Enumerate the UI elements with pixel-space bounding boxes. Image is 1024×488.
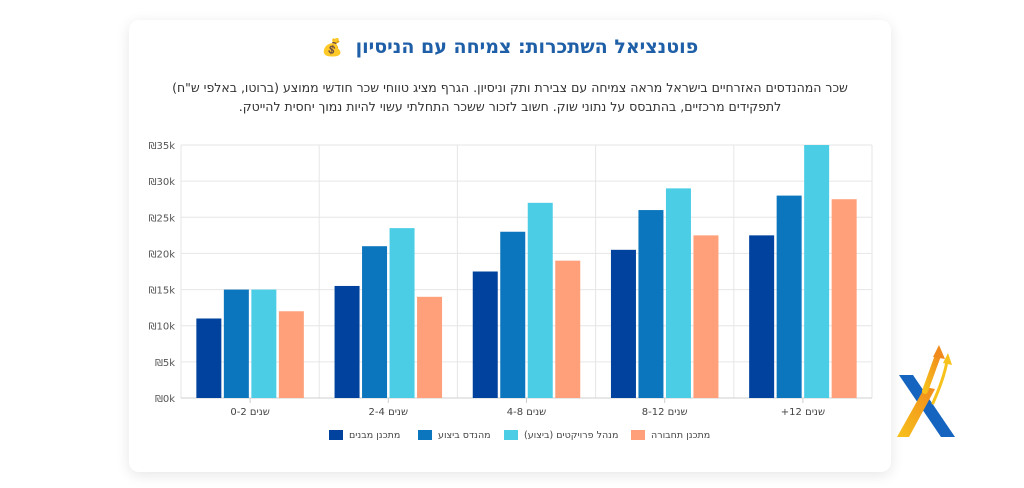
chart-title: פוטנציאל השתכרות: צמיחה עם הניסיון 💰: [129, 36, 891, 58]
bar: [334, 285, 360, 398]
bar: [527, 202, 553, 398]
bar: [278, 311, 304, 398]
bar: [610, 249, 636, 398]
bar: [417, 296, 443, 398]
bar-chart: ₪0k ₪5k ₪10k ₪15k ₪20k ₪25k ₪30k ₪35k 0-2 שנים 2-…: [149, 141, 873, 441]
bar: [665, 188, 691, 398]
legend-swatch: [418, 430, 432, 440]
bar: [500, 231, 526, 398]
legend-label: מתכנן מבנים: [349, 430, 400, 441]
bar: [362, 246, 388, 398]
bar: [196, 318, 222, 398]
title-text: פוטנציאל השתכרות: צמיחה עם הניסיון: [355, 36, 699, 58]
x-tick-label: +12 שנים: [781, 407, 825, 418]
bar: [831, 199, 857, 398]
x-tick-label: 0-2 שנים: [230, 407, 269, 418]
legend-swatch: [329, 430, 343, 440]
bar: [776, 195, 802, 398]
y-tick-label: ₪30k: [149, 177, 176, 188]
bar: [804, 145, 830, 398]
bar: [555, 260, 581, 398]
x-tick-label: 8-12 שנים: [642, 407, 688, 418]
x-arrow-logo-icon: [897, 345, 955, 437]
y-tick-label: ₪25k: [149, 213, 176, 224]
x-tick-label: 2-4 שנים: [369, 407, 408, 418]
bar: [472, 271, 498, 398]
y-tick-label: ₪5k: [155, 358, 175, 369]
y-tick-label: ₪20k: [149, 249, 176, 260]
y-tick-label: ₪0k: [155, 394, 175, 405]
y-tick-label: ₪10k: [149, 322, 176, 333]
legend-label: מנהל פרויקטים (ביצוע): [524, 430, 618, 441]
bar: [223, 289, 249, 398]
legend-swatch: [631, 430, 645, 440]
y-tick-label: ₪15k: [149, 286, 176, 297]
legend-label: מתכנן תחבורה: [651, 430, 710, 441]
chart-description: שכר המהנדסים האזרחיים בישראל מראה צמיחה …: [172, 80, 848, 114]
bar: [638, 210, 664, 398]
money-bag-icon: 💰: [321, 38, 343, 58]
x-tick-label: 4-8 שנים: [507, 407, 546, 418]
y-tick-label: ₪35k: [149, 141, 176, 152]
legend-swatch: [504, 430, 518, 440]
bar: [251, 289, 277, 398]
bar: [389, 228, 415, 398]
bar: [693, 235, 719, 398]
bar: [749, 235, 775, 398]
legend-label: מהנדס ביצוע: [438, 430, 491, 441]
